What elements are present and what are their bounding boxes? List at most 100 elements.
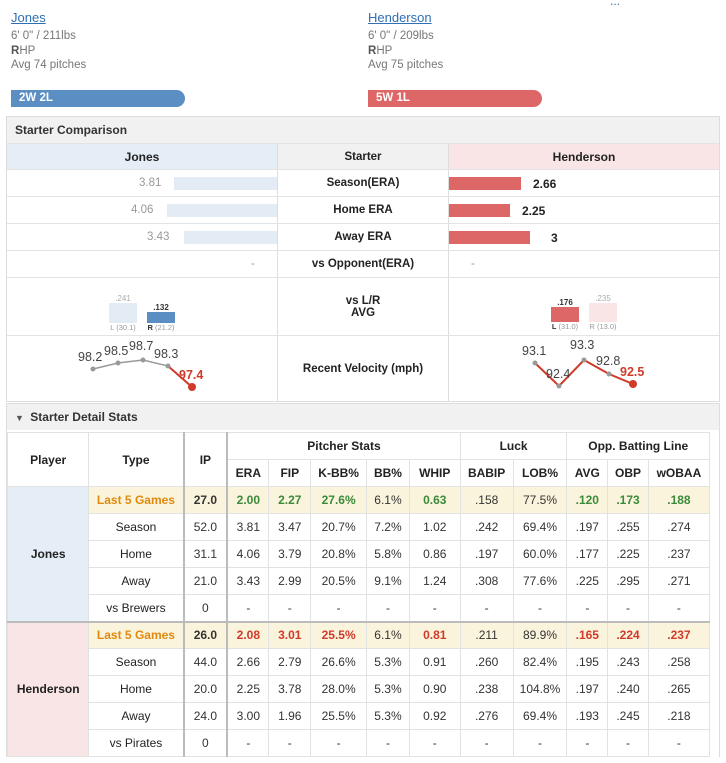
stat-cell: 3.47 bbox=[268, 513, 312, 541]
col-type: Type bbox=[88, 432, 184, 487]
row-label: Recent Velocity (mph) bbox=[277, 336, 449, 401]
stat-cell: 0.86 bbox=[408, 540, 461, 568]
row-label: vs Opponent(ERA) bbox=[277, 251, 449, 277]
velocity-point: 98.3 bbox=[154, 347, 179, 361]
col-avg: AVG bbox=[566, 459, 609, 487]
header-henderson: Henderson bbox=[449, 144, 719, 169]
stat-cell: .188 bbox=[647, 486, 711, 514]
left-value: 3.81 bbox=[139, 177, 162, 189]
table-row: Home 20.0 2.25 3.78 28.0% 5.3% 0.90.238 104.8%.… bbox=[8, 675, 711, 703]
stat-cell: .224 bbox=[607, 620, 649, 649]
velocity-point: 98.5 bbox=[104, 344, 129, 358]
row-label: Season(ERA) bbox=[277, 170, 449, 196]
stat-cell: 6.1% bbox=[366, 620, 410, 649]
detail-stats-table: Player Type IP Pitcher Stats Luck Opp. B… bbox=[6, 432, 711, 757]
stat-cell: 25.5% bbox=[310, 620, 368, 649]
col-babip: BABIP bbox=[459, 459, 514, 487]
stat-cell: .165 bbox=[566, 620, 609, 649]
player-avg-pitches: Avg 74 pitches bbox=[11, 59, 87, 71]
top-link[interactable]: ... bbox=[610, 0, 621, 8]
starter-detail-panel: ▼ Starter Detail Stats Player Type IP Pi… bbox=[6, 403, 720, 757]
type-cell: Home bbox=[88, 675, 184, 703]
stat-cell: 4.06 bbox=[226, 540, 270, 568]
stat-cell: 5.3% bbox=[366, 648, 410, 676]
comparison-row-season-era: 3.81 Season(ERA) 2.66 bbox=[7, 169, 719, 196]
col-era: ERA bbox=[226, 459, 270, 487]
stat-cell: 27.6% bbox=[310, 486, 368, 514]
group-pitcher-stats: Pitcher Stats bbox=[226, 432, 461, 460]
stat-cell: - bbox=[268, 594, 312, 622]
ip-cell: 0 bbox=[182, 729, 229, 757]
col-player: Player bbox=[6, 432, 90, 487]
stat-cell: .195 bbox=[566, 648, 609, 676]
stat-cell: 0.63 bbox=[408, 486, 461, 514]
stat-cell: - bbox=[408, 594, 461, 622]
stat-cell: - bbox=[310, 729, 368, 757]
table-row-last5: Jones Last 5 Games 27.0 2.00 2.27 27.6% 6.1% 0.… bbox=[6, 486, 711, 622]
col-lob: LOB% bbox=[512, 459, 568, 487]
type-cell: Away bbox=[88, 567, 184, 595]
stat-cell: 6.1% bbox=[366, 486, 410, 514]
stat-cell: 28.0% bbox=[310, 675, 368, 703]
stat-cell: - bbox=[310, 594, 368, 622]
table-row: Away 24.0 3.00 1.96 25.5% 5.3% 0.92.276 69.4% .1… bbox=[8, 702, 711, 730]
stat-cell: .197 bbox=[566, 675, 609, 703]
velocity-point: 92.8 bbox=[596, 354, 621, 368]
left-bar bbox=[167, 204, 277, 217]
stat-cell: - bbox=[647, 729, 711, 757]
right-value: 2.66 bbox=[533, 177, 557, 191]
player-name-link[interactable]: Henderson bbox=[368, 10, 432, 25]
type-cell: vs Brewers bbox=[88, 594, 184, 622]
panel-title-toggle[interactable]: ▼ Starter Detail Stats bbox=[7, 404, 719, 430]
henderson-rows: Henderson Last 5 Games 26.0 2.08 3.01 25.5% 6.… bbox=[6, 620, 711, 757]
velocity-sparkline bbox=[90, 357, 196, 391]
velocity-point: 92.4 bbox=[546, 367, 571, 381]
stat-cell: 2.08 bbox=[226, 620, 270, 649]
table-row: Season 52.0 3.81 3.47 20.7% 7.2% 1.02.242 69.4%… bbox=[8, 513, 711, 541]
stat-cell: 82.4% bbox=[512, 648, 568, 676]
stat-cell: .211 bbox=[459, 620, 514, 649]
player-height-weight: 6' 0" / 209lbs bbox=[368, 30, 434, 42]
stat-cell: 1.02 bbox=[408, 513, 461, 541]
stat-cell: 26.6% bbox=[310, 648, 368, 676]
player-name-link[interactable]: Jones bbox=[11, 10, 46, 25]
collapse-caret-icon[interactable]: ▼ bbox=[15, 413, 24, 423]
table-row: Away 21.0 3.43 2.99 20.5% 9.1% 1.24.308 77.6% .2… bbox=[8, 567, 711, 595]
stat-cell: - bbox=[647, 594, 711, 622]
record-bar-jones: 2W 2L bbox=[11, 90, 185, 107]
velocity-point-latest: 92.5 bbox=[620, 365, 645, 379]
stat-cell: 3.78 bbox=[268, 675, 312, 703]
player-hand: RHP bbox=[11, 44, 36, 57]
stat-cell: .173 bbox=[607, 486, 649, 514]
stat-cell: .238 bbox=[459, 675, 514, 703]
stat-cell: 89.9% bbox=[512, 620, 568, 649]
stat-cell: 2.79 bbox=[268, 648, 312, 676]
stat-cell: 2.66 bbox=[226, 648, 270, 676]
stat-cell: .242 bbox=[459, 513, 514, 541]
col-wobaa: wOBAA bbox=[647, 459, 711, 487]
stat-cell: - bbox=[366, 594, 410, 622]
ip-cell: 20.0 bbox=[182, 675, 229, 703]
ip-cell: 21.0 bbox=[182, 567, 229, 595]
type-cell: Last 5 Games bbox=[88, 486, 184, 514]
stat-cell: 2.99 bbox=[268, 567, 312, 595]
header-jones: Jones bbox=[7, 144, 277, 169]
stat-cell: - bbox=[459, 729, 514, 757]
stat-cell: .276 bbox=[459, 702, 514, 730]
col-ip: IP bbox=[182, 432, 229, 487]
stat-cell: - bbox=[607, 729, 649, 757]
stat-cell: .258 bbox=[647, 648, 711, 676]
stat-cell: .274 bbox=[647, 513, 711, 541]
row-label: vs L/R AVG bbox=[277, 278, 449, 335]
stat-cell: 5.3% bbox=[366, 702, 410, 730]
lr-chart-jones: .241 L (30.1) .132 R (21.2) bbox=[7, 278, 277, 335]
stat-cell: 20.8% bbox=[310, 540, 368, 568]
comparison-row-velocity: 98.2 98.5 98.7 98.3 97.4 Recent Velocity… bbox=[7, 335, 719, 401]
ip-cell: 27.0 bbox=[182, 486, 229, 514]
stat-cell: .240 bbox=[607, 675, 649, 703]
table-row-last5: Henderson Last 5 Games 26.0 2.08 3.01 25.5% 6.… bbox=[6, 620, 711, 757]
left-value: - bbox=[251, 258, 255, 270]
stat-cell: 3.01 bbox=[268, 620, 312, 649]
stat-cell: .177 bbox=[566, 540, 609, 568]
player-header-jones: Jones 6' 0" / 211lbs RHP Avg 74 pitches bbox=[11, 10, 86, 73]
